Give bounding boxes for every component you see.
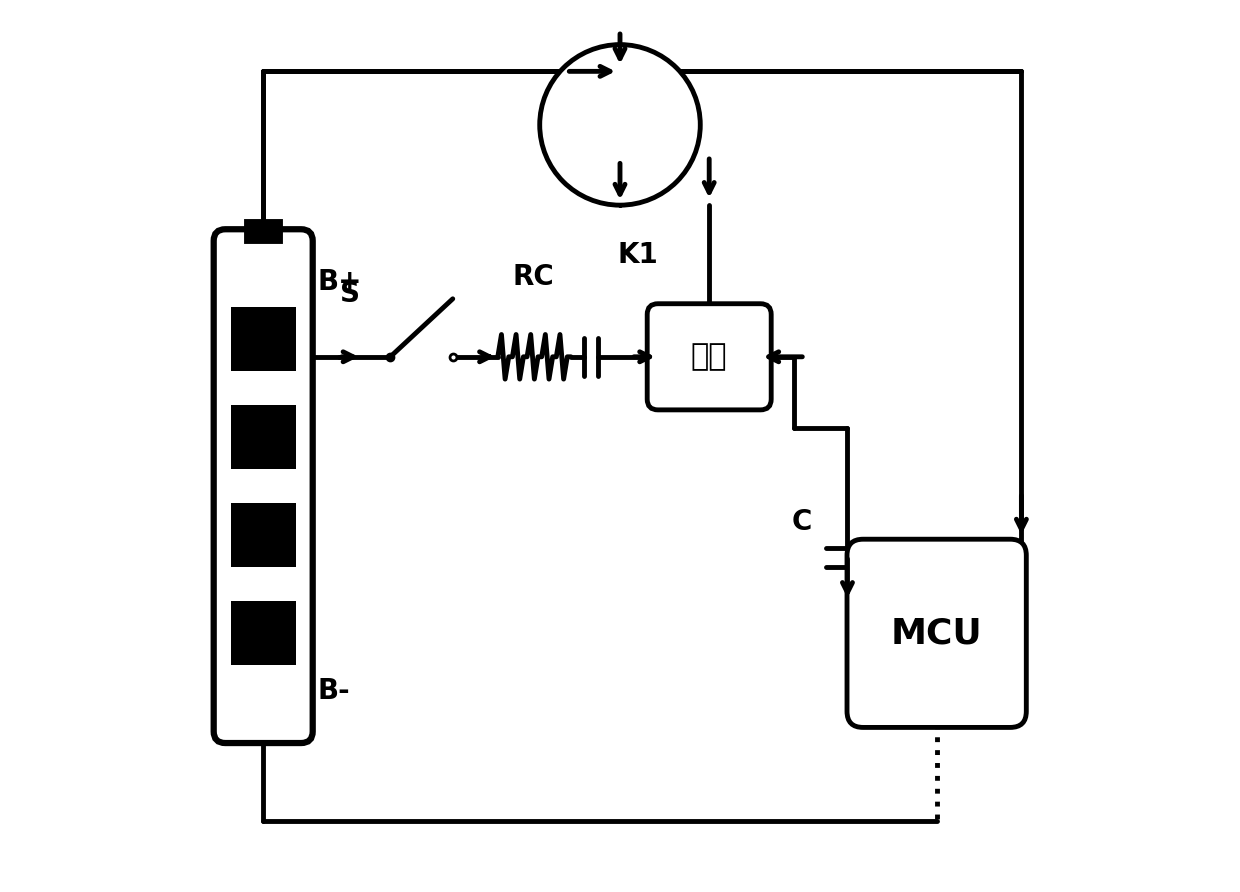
Text: B-: B- xyxy=(317,677,350,705)
Bar xyxy=(231,503,296,567)
Text: S: S xyxy=(340,280,360,309)
FancyBboxPatch shape xyxy=(847,539,1027,727)
Bar xyxy=(231,405,296,469)
Text: MCU: MCU xyxy=(890,616,982,650)
Text: 驱动: 驱动 xyxy=(691,343,728,371)
Text: C: C xyxy=(791,508,812,536)
FancyBboxPatch shape xyxy=(647,303,771,410)
Bar xyxy=(247,221,280,241)
Bar xyxy=(231,601,296,665)
Text: K1: K1 xyxy=(618,241,658,268)
Circle shape xyxy=(539,45,701,205)
Text: B+: B+ xyxy=(317,268,362,295)
Text: RC: RC xyxy=(512,262,554,291)
Bar xyxy=(231,307,296,371)
FancyBboxPatch shape xyxy=(213,229,312,743)
